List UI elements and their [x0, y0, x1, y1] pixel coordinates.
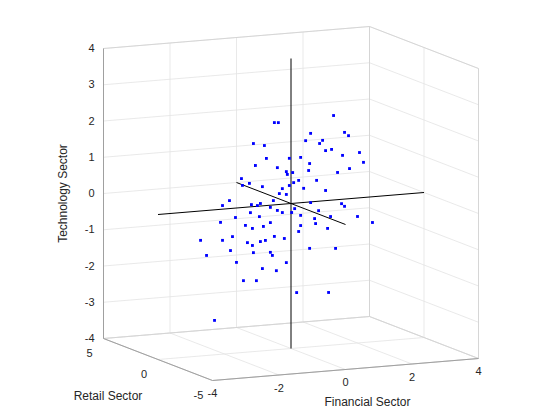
svg-text:-4: -4	[208, 387, 218, 399]
svg-text:-2: -2	[85, 260, 95, 272]
svg-text:5: 5	[86, 347, 92, 359]
svg-text:0: 0	[342, 376, 348, 388]
svg-text:-2: -2	[274, 382, 284, 394]
svg-text:0: 0	[88, 187, 94, 199]
svg-text:1: 1	[88, 151, 94, 163]
svg-text:4: 4	[475, 365, 481, 377]
svg-text:Technology Sector: Technology Sector	[56, 144, 70, 243]
svg-text:-3: -3	[85, 296, 95, 308]
svg-text:-4: -4	[85, 332, 95, 344]
svg-text:2: 2	[88, 115, 94, 127]
svg-text:4: 4	[88, 42, 94, 54]
svg-text:3: 3	[88, 78, 94, 90]
svg-text:0: 0	[141, 368, 147, 380]
svg-text:-1: -1	[85, 223, 95, 235]
svg-text:Retail Sector: Retail Sector	[74, 389, 143, 403]
svg-text:Financial Sector: Financial Sector	[324, 395, 410, 409]
svg-text:2: 2	[409, 371, 415, 383]
svg-text:-5: -5	[194, 389, 204, 401]
